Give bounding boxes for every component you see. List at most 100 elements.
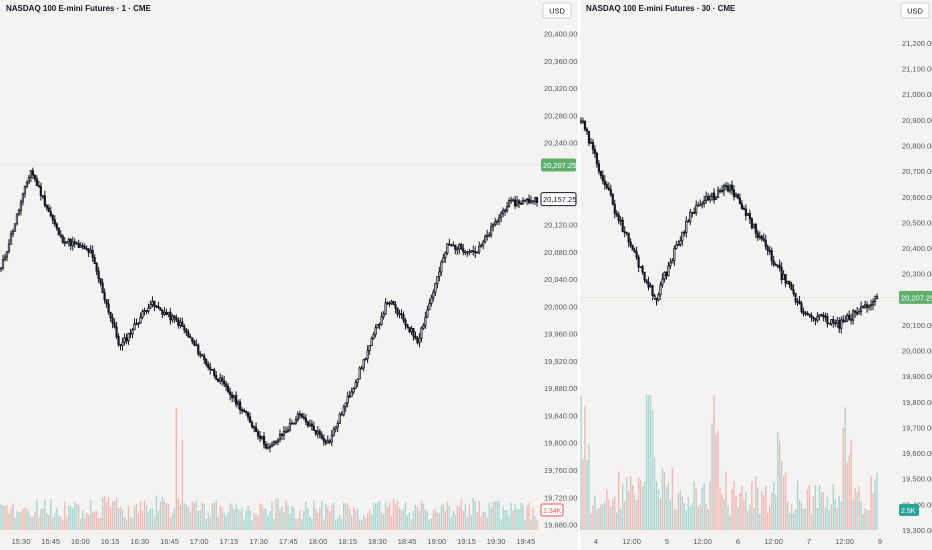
currency-box bbox=[900, 2, 930, 19]
candle-body bbox=[125, 337, 128, 342]
chart-pane-1min[interactable]: USD 20,400.00 20,360.00 20,320.00 20,280.00 2… bbox=[0, 0, 578, 550]
candle-body bbox=[408, 327, 411, 333]
candle-body bbox=[231, 394, 234, 399]
candle-body bbox=[848, 314, 851, 320]
volume-bar bbox=[530, 519, 532, 530]
candle-body bbox=[298, 413, 301, 416]
candle-body bbox=[366, 350, 369, 360]
currency-box bbox=[542, 2, 572, 19]
volume-bar bbox=[776, 432, 779, 530]
volume-bar bbox=[414, 504, 417, 530]
candle-body bbox=[67, 239, 70, 243]
volume-bar bbox=[394, 504, 397, 530]
volume-bar bbox=[201, 502, 203, 530]
volume-bar bbox=[452, 510, 455, 530]
volume-bar bbox=[0, 504, 2, 530]
volume-bar bbox=[697, 506, 699, 530]
volume-bar bbox=[141, 510, 144, 530]
candle-body bbox=[133, 323, 136, 331]
candle-body bbox=[191, 337, 194, 342]
candle-body bbox=[768, 250, 771, 252]
volume-bar bbox=[50, 499, 52, 530]
volume-bar bbox=[683, 502, 685, 530]
candle-body bbox=[693, 212, 696, 215]
volume-bar bbox=[773, 482, 775, 530]
candle-body bbox=[163, 311, 166, 315]
volume-bar bbox=[239, 510, 241, 530]
x-tick-label: 16:30 bbox=[130, 537, 149, 546]
candle-body bbox=[740, 203, 744, 209]
candle-body bbox=[19, 201, 23, 211]
candle-body bbox=[266, 446, 270, 449]
volume-bar bbox=[635, 499, 638, 530]
candle-body bbox=[157, 305, 160, 308]
volume-bar bbox=[786, 501, 789, 530]
volume-bar bbox=[263, 508, 265, 530]
volume-bar bbox=[643, 481, 646, 530]
candle-body bbox=[468, 251, 471, 254]
chart-30min-svg[interactable]: USD 21,200.00 21,100.00 21,000.00 20,900.00 2… bbox=[580, 0, 932, 550]
candle-body bbox=[358, 367, 361, 380]
chart-1min-svg[interactable]: USD 20,400.00 20,360.00 20,320.00 20,280.00 2… bbox=[0, 0, 578, 550]
volume-tag-label: 1.34K bbox=[543, 508, 562, 515]
volume-bar bbox=[211, 503, 213, 530]
candle-body bbox=[1, 259, 5, 269]
volume-bar bbox=[127, 506, 130, 530]
candle-body bbox=[69, 239, 72, 247]
volume-bar bbox=[677, 493, 680, 530]
candle-body bbox=[454, 244, 457, 251]
candle-body bbox=[368, 345, 371, 351]
volume-bar bbox=[217, 516, 219, 530]
volume-bar bbox=[848, 455, 850, 530]
volume-bar bbox=[34, 511, 36, 530]
volume-bar bbox=[608, 499, 610, 530]
volume-bar bbox=[137, 513, 140, 530]
candle-body bbox=[438, 271, 441, 277]
volume-bar bbox=[834, 499, 836, 530]
candle-body bbox=[13, 223, 17, 232]
chart-pane-30min[interactable]: USD 21,200.00 21,100.00 21,000.00 20,900.00 2… bbox=[580, 0, 932, 550]
candle-body bbox=[137, 322, 140, 325]
volume-bar bbox=[209, 517, 211, 530]
candle-body bbox=[511, 199, 515, 202]
x-tick-label: 16:00 bbox=[71, 537, 90, 546]
y-tick-label: 20,240.00 bbox=[544, 139, 577, 148]
candle-body bbox=[782, 274, 785, 280]
candle-body bbox=[649, 285, 652, 288]
candle-body bbox=[663, 271, 666, 280]
candle-body bbox=[290, 422, 294, 425]
x-tick-label: 12:00 bbox=[622, 537, 641, 546]
volume-bar bbox=[42, 508, 44, 530]
candle-body bbox=[788, 280, 791, 286]
volume-bar bbox=[780, 461, 783, 530]
volume-bar bbox=[685, 510, 687, 530]
candle-body bbox=[732, 189, 736, 198]
volume-bar bbox=[44, 500, 46, 530]
candle-body bbox=[587, 130, 591, 144]
candle-body bbox=[714, 196, 718, 201]
x-tick-label: 9 bbox=[878, 537, 882, 546]
volume-bar bbox=[735, 495, 737, 530]
volume-bar bbox=[629, 475, 632, 530]
volume-bar bbox=[83, 518, 86, 530]
volume-bar bbox=[420, 500, 423, 530]
volume-bar bbox=[68, 506, 70, 530]
candle-body bbox=[776, 264, 779, 267]
candle-body bbox=[722, 185, 726, 192]
volume-bar bbox=[512, 510, 514, 530]
volume-bar bbox=[307, 508, 309, 530]
pane-divider[interactable] bbox=[578, 0, 580, 550]
candle-body bbox=[444, 252, 447, 259]
candle-body bbox=[531, 200, 535, 203]
x-tick-label: 12:00 bbox=[693, 537, 712, 546]
candle-body bbox=[392, 301, 395, 306]
volume-bar bbox=[709, 481, 711, 530]
volume-bar bbox=[321, 501, 323, 530]
candle-body bbox=[258, 435, 262, 439]
volume-bar bbox=[390, 516, 393, 530]
candle-body bbox=[73, 241, 76, 245]
volume-bar bbox=[864, 508, 866, 530]
volume-bar bbox=[169, 517, 172, 530]
volume-bar bbox=[741, 485, 743, 530]
volume-bar bbox=[755, 475, 757, 530]
